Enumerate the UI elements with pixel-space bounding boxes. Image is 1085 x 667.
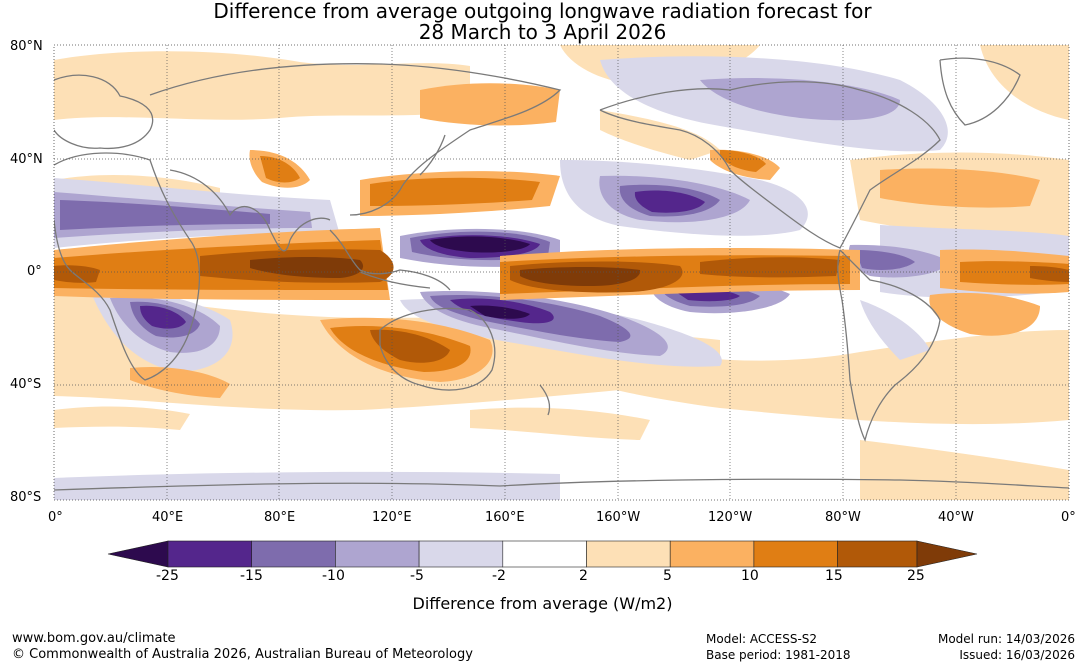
lon-label: 160°W — [596, 510, 641, 525]
colorbar-tick: -15 — [240, 568, 263, 584]
colorbar-bin — [251, 540, 336, 568]
colorbar-title: Difference from average (W/m2) — [412, 594, 673, 613]
footer-url[interactable]: www.bom.gov.au/climate — [12, 631, 176, 646]
footer-copyright: © Commonwealth of Australia 2026, Austra… — [12, 647, 473, 662]
colorbar-tick: -5 — [410, 568, 424, 584]
colorbar-max-triangle — [916, 540, 978, 568]
lat-label: 0° — [27, 264, 42, 279]
colorbar-tick: 2 — [579, 568, 588, 584]
lat-label: 80°N — [10, 39, 43, 54]
lon-label: 40°W — [938, 510, 974, 525]
colorbar-tick: 15 — [825, 568, 843, 584]
map-frame — [53, 44, 1070, 501]
colorbar-bin — [335, 540, 420, 568]
chart-title-line1: Difference from average outgoing longwav… — [213, 0, 872, 23]
colorbar-bin — [418, 540, 504, 568]
colorbar — [107, 540, 978, 568]
lon-label: 120°E — [372, 510, 412, 525]
colorbar-bin — [669, 540, 755, 568]
lat-label: 40°N — [10, 152, 43, 167]
footer-model-run: Model run: 14/03/2026 — [937, 632, 1075, 646]
colorbar-tick: -2 — [492, 568, 506, 584]
lon-label: 0° — [48, 510, 63, 525]
lat-label: 80°S — [10, 490, 42, 505]
lon-label: 120°W — [708, 510, 753, 525]
lon-label: 40°E — [152, 510, 184, 525]
footer-issued: Issued: 16/03/2026 — [959, 648, 1075, 662]
colorbar-tick: -25 — [156, 568, 179, 584]
colorbar-bin — [837, 540, 918, 568]
colorbar-min-triangle — [107, 540, 169, 568]
colorbar-bin — [586, 540, 671, 568]
colorbar-bin — [167, 540, 252, 568]
lon-label: 80°E — [264, 510, 296, 525]
lat-label: 40°S — [10, 377, 42, 392]
footer-base-period: Base period: 1981-2018 — [706, 648, 851, 662]
lon-label: 80°W — [825, 510, 861, 525]
lon-label: 160°E — [485, 510, 525, 525]
chart-title-line2: 28 March to 3 April 2026 — [418, 20, 667, 44]
lon-label: 0° — [1061, 510, 1076, 525]
colorbar-bin — [502, 540, 587, 568]
anomaly-fields — [54, 45, 1069, 500]
colorbar-tick: -10 — [322, 568, 345, 584]
coastlines — [54, 57, 1069, 491]
footer-model: Model: ACCESS-S2 — [706, 632, 818, 646]
colorbar-tick: 5 — [663, 568, 672, 584]
colorbar-tick: 25 — [907, 568, 925, 584]
colorbar-bin — [753, 540, 838, 568]
colorbar-tick: 10 — [741, 568, 759, 584]
graticule — [54, 45, 1069, 500]
